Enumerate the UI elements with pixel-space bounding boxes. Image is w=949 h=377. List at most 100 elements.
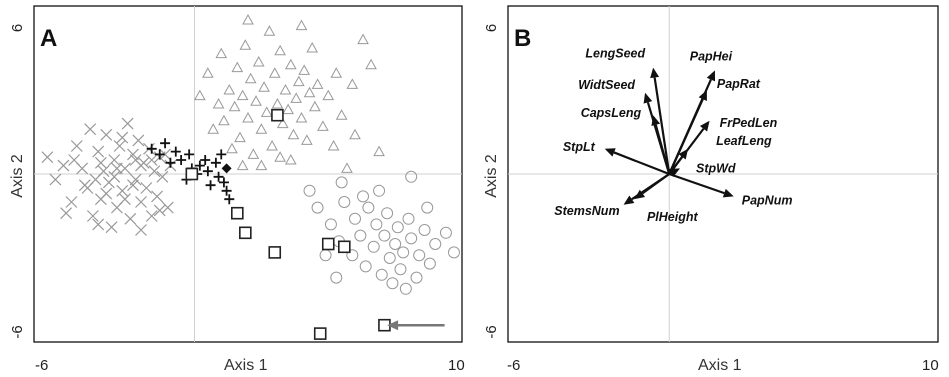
point-plus-7 xyxy=(184,149,195,160)
point-square-4 xyxy=(268,246,282,259)
panel-b-x-tick-max: 10 xyxy=(922,357,939,374)
point-cross-x-12 xyxy=(100,128,113,141)
point-cross-x-39 xyxy=(119,193,131,206)
point-cross-x-15 xyxy=(108,154,121,166)
point-plus-11 xyxy=(202,166,213,177)
point-triangle-10 xyxy=(234,131,246,143)
vector-StpLt-head xyxy=(604,148,616,157)
point-triangle-26 xyxy=(276,117,289,129)
point-circle-27 xyxy=(330,271,343,284)
point-triangle-50 xyxy=(255,159,268,171)
vector-LengSeed-head xyxy=(650,67,660,79)
point-square-0 xyxy=(271,108,284,122)
panel-b-y-tick-min: -6 xyxy=(483,325,500,338)
point-circle-1 xyxy=(311,201,324,214)
point-cross-x-18 xyxy=(116,184,129,197)
vector-label-CapsLeng: CapsLeng xyxy=(581,106,642,120)
vector-label-PapRat: PapRat xyxy=(717,77,761,91)
panel-b-x-tick-min: -6 xyxy=(507,357,520,374)
point-triangle-30 xyxy=(287,128,300,140)
point-cross-x-7 xyxy=(84,123,97,136)
panel-a: A -6 10 Axis 1 6 -6 Axis 2 xyxy=(9,5,465,374)
point-cross-x-9 xyxy=(92,145,105,158)
point-circle-30 xyxy=(386,277,399,290)
point-triangle-51 xyxy=(274,151,286,162)
point-plus-16 xyxy=(218,177,229,188)
point-triangle-45 xyxy=(341,162,353,173)
vector-label-PlHeight: PlHeight xyxy=(647,210,699,224)
point-triangle-35 xyxy=(301,134,313,145)
point-triangle-25 xyxy=(274,44,286,56)
point-circle-25 xyxy=(423,257,436,270)
point-triangle-32 xyxy=(292,75,305,87)
point-circle-19 xyxy=(397,246,410,259)
point-triangle-16 xyxy=(250,95,262,106)
point-triangle-19 xyxy=(258,81,270,92)
point-triangle-33 xyxy=(295,111,308,123)
point-plus-0 xyxy=(146,143,157,154)
point-triangle-17 xyxy=(252,55,265,67)
vector-label-StpWd: StpWd xyxy=(696,161,736,175)
panel-b-x-axis-label: Axis 1 xyxy=(698,357,742,374)
point-plus-10 xyxy=(200,155,211,165)
vector-label-PapNum: PapNum xyxy=(742,193,793,207)
point-cross-x-20 xyxy=(121,117,134,130)
point-cross-x-23 xyxy=(129,173,142,186)
point-cross-x-21 xyxy=(124,212,137,225)
point-triangle-40 xyxy=(317,120,329,131)
panel-a-points xyxy=(41,13,460,340)
point-cross-x-3 xyxy=(65,196,78,208)
point-plus-18 xyxy=(224,194,235,205)
point-square-3 xyxy=(239,226,252,240)
point-circle-16 xyxy=(389,238,402,250)
point-circle-35 xyxy=(405,170,418,183)
panel-b-letter: B xyxy=(514,25,531,52)
point-triangle-42 xyxy=(327,139,340,151)
vector-CapsLeng-line xyxy=(654,124,671,175)
panel-a-y-tick-max: 6 xyxy=(9,24,26,32)
point-diamond-0 xyxy=(221,163,232,174)
point-circle-15 xyxy=(383,252,396,264)
point-triangle-56 xyxy=(346,78,359,89)
point-cross-x-14 xyxy=(105,221,118,234)
point-triangle-34 xyxy=(298,64,311,75)
point-cross-x-37 xyxy=(100,187,113,200)
vector-FrPedLen-head xyxy=(699,120,710,132)
point-triangle-36 xyxy=(303,86,316,98)
point-triangle-2 xyxy=(207,123,220,134)
point-plus-1 xyxy=(154,149,165,160)
point-circle-21 xyxy=(405,232,418,245)
point-triangle-11 xyxy=(236,89,249,101)
point-cross-x-49 xyxy=(68,154,81,166)
vector-StpWd-head xyxy=(669,168,680,178)
point-triangle-48 xyxy=(365,58,377,70)
point-triangle-28 xyxy=(282,103,294,115)
point-triangle-24 xyxy=(271,97,284,109)
point-triangle-53 xyxy=(284,153,297,165)
point-cross-x-47 xyxy=(94,156,107,169)
point-triangle-0 xyxy=(194,89,206,101)
point-triangle-47 xyxy=(357,33,369,45)
panel-a-letter: A xyxy=(40,25,57,52)
point-circle-36 xyxy=(335,176,348,189)
point-plus-13 xyxy=(210,157,221,168)
point-square-1 xyxy=(185,167,199,181)
panel-a-y-axis-label: Axis 2 xyxy=(9,154,26,198)
point-cross-x-27 xyxy=(140,182,153,194)
point-plus-5 xyxy=(176,155,187,165)
point-circle-9 xyxy=(362,201,375,214)
panel-b: LengSeed WidtSeed CapsLeng PapHei PapRat FrPe… xyxy=(483,5,939,374)
point-cross-x-33 xyxy=(156,170,169,183)
panel-a-annotation-arrow xyxy=(387,320,445,331)
point-circle-29 xyxy=(373,184,386,197)
point-cross-x-34 xyxy=(161,201,174,214)
point-cross-x-22 xyxy=(127,148,139,161)
point-triangle-29 xyxy=(284,58,297,70)
point-triangle-13 xyxy=(242,111,254,123)
panel-b-vectors: LengSeed WidtSeed CapsLeng PapHei PapRat FrPe… xyxy=(554,47,792,225)
point-plus-17 xyxy=(221,185,232,196)
point-plus-12 xyxy=(205,180,216,191)
point-circle-17 xyxy=(391,221,404,234)
point-cross-x-45 xyxy=(129,154,142,166)
point-circle-22 xyxy=(410,271,423,284)
